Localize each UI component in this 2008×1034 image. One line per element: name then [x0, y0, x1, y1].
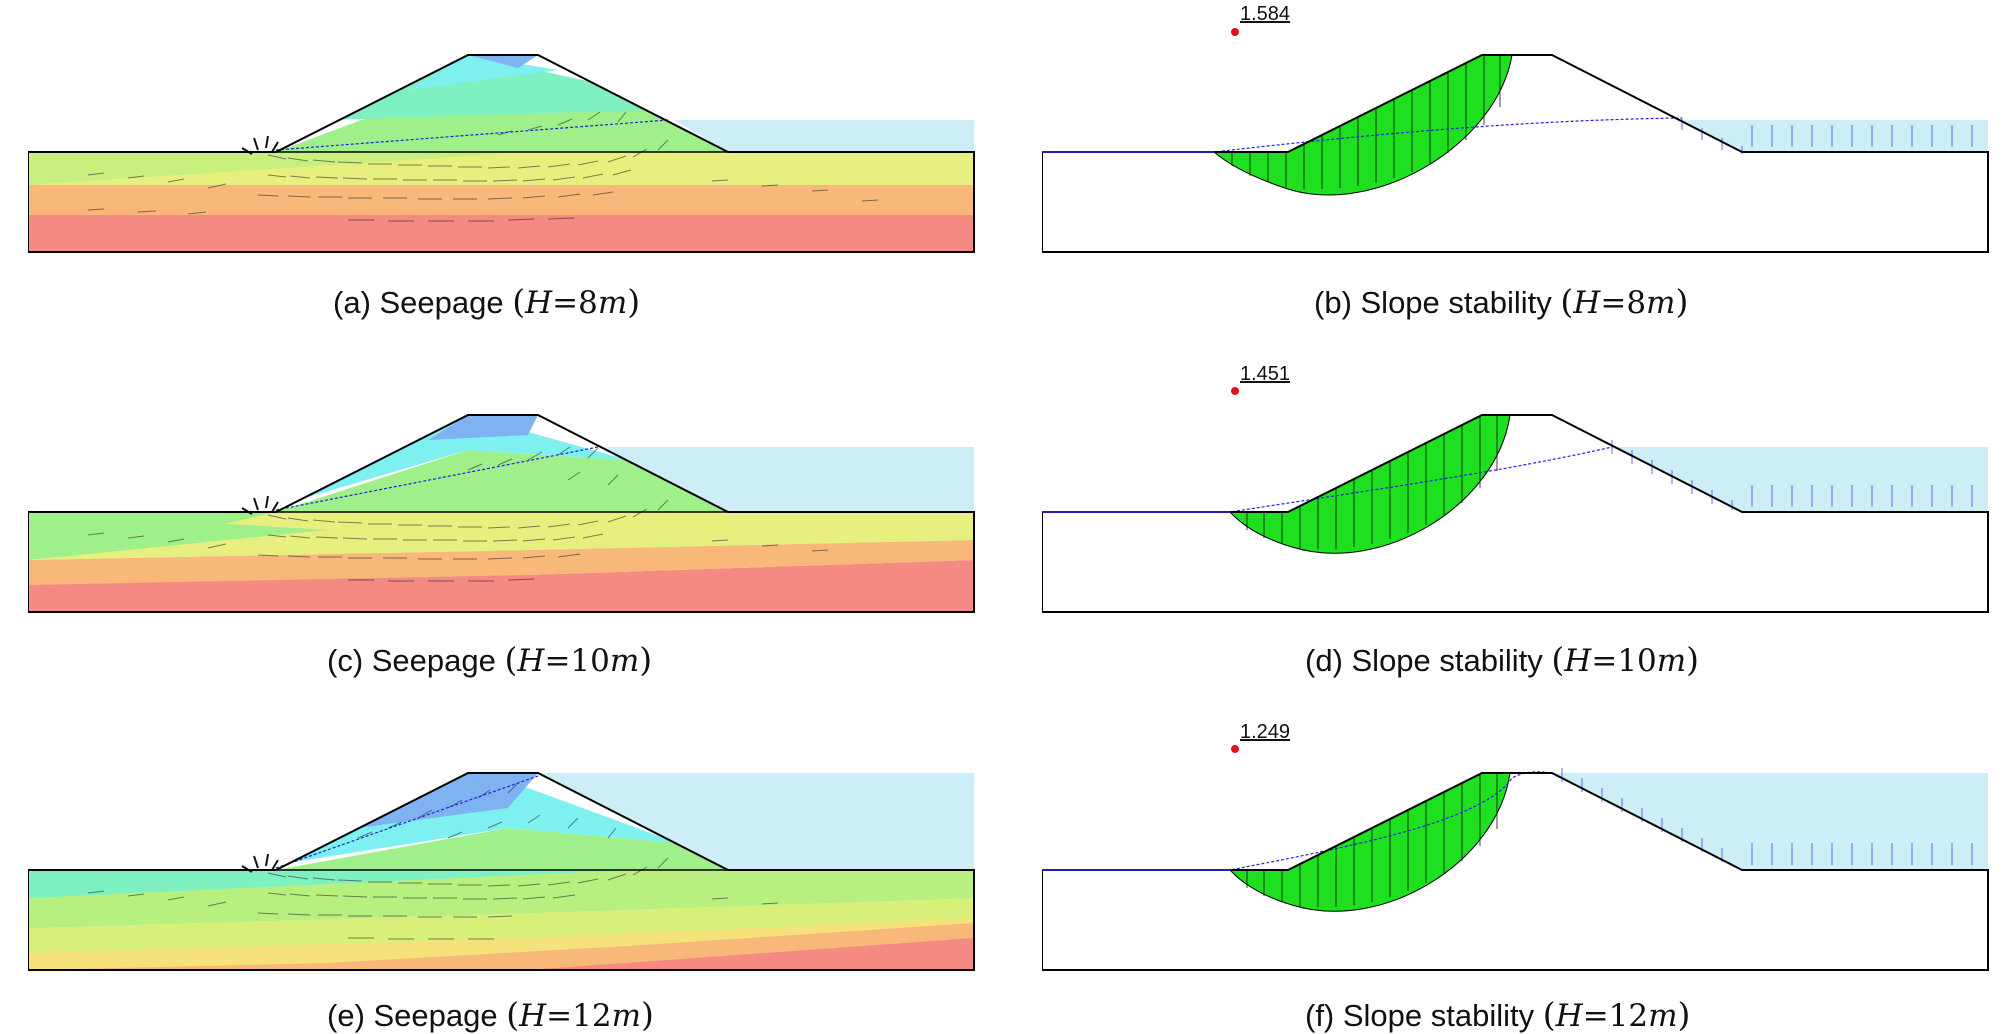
- critical-slip-surface: [1228, 772, 1511, 912]
- toe-exit-vectors: [241, 495, 279, 515]
- panel-a-seepage: [28, 50, 978, 260]
- slope-stability-diagram-h8: [1042, 54, 1989, 253]
- caption-e: (e) Seepage (H=12m): [327, 995, 654, 1034]
- panel-c-seepage: [28, 410, 978, 620]
- critical-slip-surface: [1212, 54, 1513, 196]
- slope-stability-diagram-h12: [1042, 768, 1989, 971]
- phreatic-line: [1042, 117, 1683, 153]
- toe-exit-vectors: [241, 853, 279, 873]
- panel-e-seepage: [28, 768, 978, 978]
- fos-marker-f: [1231, 745, 1239, 753]
- slice-lines: [1246, 415, 1498, 549]
- toe-exit-vectors: [241, 135, 279, 155]
- reservoir-water: [1552, 773, 1988, 870]
- caption-b: (b) Slope stability (H=8m): [1314, 282, 1689, 321]
- phreatic-line: [275, 775, 539, 869]
- seepage-diagram-h12: [28, 772, 975, 971]
- reservoir-water: [1612, 447, 1988, 512]
- water-load-arrows: [1561, 768, 1973, 865]
- factor-of-safety-d: 1.451: [1240, 363, 1291, 385]
- dam-outline: [1042, 772, 1989, 971]
- caption-d: (d) Slope stability (H=10m): [1305, 640, 1700, 679]
- fos-marker-b: [1231, 28, 1239, 36]
- factor-of-safety-f: 1.249: [1240, 721, 1291, 743]
- panel-b-slope-stability: [1042, 50, 1992, 260]
- reservoir-water: [598, 447, 974, 512]
- pressure-head-contours: [28, 415, 974, 612]
- reservoir-water: [1682, 120, 1988, 152]
- flow-vectors: [87, 111, 879, 222]
- caption-a: (a) Seepage (H=8m): [333, 282, 641, 321]
- panel-f-slope-stability: [1042, 768, 1992, 978]
- phreatic-line: [275, 119, 669, 151]
- phreatic-line: [1042, 771, 1555, 871]
- caption-c: (c) Seepage (H=10m): [327, 640, 653, 679]
- reservoir-water: [538, 773, 974, 870]
- panel-d-slope-stability: [1042, 410, 1992, 620]
- fos-marker-d: [1231, 387, 1239, 395]
- dam-outline: [1042, 54, 1989, 253]
- factor-of-safety-b: 1.584: [1240, 3, 1291, 25]
- reservoir-water: [674, 120, 974, 152]
- flow-vectors: [87, 782, 779, 940]
- flow-vectors: [87, 446, 829, 582]
- dam-outline: [1042, 414, 1989, 613]
- pressure-head-contours: [28, 773, 974, 970]
- slope-stability-diagram-h10: [1042, 414, 1989, 613]
- seepage-diagram-h8: [28, 54, 975, 253]
- phreatic-line: [1042, 446, 1613, 513]
- water-load-arrows: [1681, 118, 1973, 154]
- slice-lines: [1231, 55, 1501, 189]
- slice-lines: [1246, 773, 1498, 907]
- pressure-head-contours: [28, 55, 974, 252]
- critical-slip-surface: [1228, 414, 1511, 554]
- seepage-diagram-h10: [28, 414, 975, 613]
- caption-f: (f) Slope stability (H=12m): [1305, 995, 1691, 1034]
